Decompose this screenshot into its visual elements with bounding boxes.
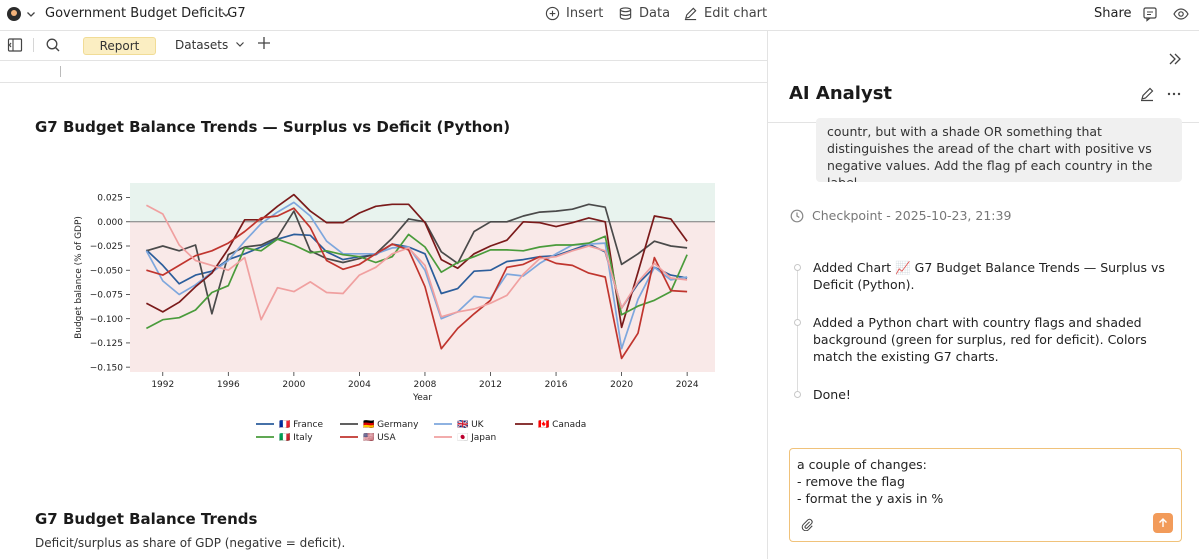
checkpoint-label: Checkpoint - 2025-10-23, 21:39 <box>812 208 1012 223</box>
y-tick-label: −0.050 <box>90 266 124 276</box>
data-button[interactable]: Data <box>618 6 670 21</box>
section2-subtitle: Deficit/surplus as share of GDP (negativ… <box>35 536 346 550</box>
event-python-chart: Added a Python chart with country flags … <box>813 315 1147 364</box>
legend-label[interactable]: 🇯🇵 Japan <box>457 432 496 443</box>
insert-label: Insert <box>566 6 604 21</box>
panel-title: AI Analyst <box>789 83 893 104</box>
eye-icon[interactable] <box>1173 6 1189 22</box>
plus-icon <box>258 37 270 49</box>
chevron-down-icon[interactable] <box>26 9 36 22</box>
x-tick-label: 1992 <box>151 380 174 390</box>
legend-label[interactable]: 🇮🇹 Italy <box>279 432 313 443</box>
x-tick-label: 1996 <box>217 380 240 390</box>
toolbar-separator <box>33 38 34 52</box>
top-bar: Government Budget Deficit G7 Insert Data… <box>0 0 1199 29</box>
chat-input-box[interactable]: a couple of changes: - remove the flag -… <box>789 448 1182 542</box>
new-chat-pencil-icon[interactable] <box>1139 86 1155 102</box>
y-axis-label: Budget balance (% of GDP) <box>74 216 84 339</box>
x-axis-label: Year <box>412 393 432 403</box>
timeline-dot <box>794 391 801 398</box>
insert-button[interactable]: Insert <box>545 6 603 21</box>
y-tick-label: 0.000 <box>97 218 123 228</box>
legend-label[interactable]: 🇺🇸 USA <box>363 432 397 443</box>
y-tick-label: −0.125 <box>90 339 123 349</box>
search-icon[interactable] <box>45 37 61 53</box>
arrow-up-icon <box>1159 518 1167 527</box>
panel-divider <box>767 31 768 559</box>
top-divider <box>0 30 1199 31</box>
x-tick-label: 2024 <box>676 380 699 390</box>
collapse-panel-icon[interactable] <box>1166 51 1182 67</box>
series-line[interactable] <box>146 233 688 330</box>
timeline-dot <box>794 264 801 271</box>
sidebar-toggle-icon[interactable] <box>7 37 23 53</box>
tab-datasets[interactable]: Datasets <box>175 38 245 52</box>
send-button[interactable] <box>1153 513 1173 533</box>
comment-icon[interactable] <box>1142 6 1158 22</box>
series-line[interactable] <box>145 201 688 350</box>
legend-label[interactable]: 🇩🇪 Germany <box>363 419 419 430</box>
x-tick-label: 2000 <box>282 380 305 390</box>
document-title[interactable]: Government Budget Deficit G7 <box>45 6 246 21</box>
report-top-divider <box>0 82 768 83</box>
timeline-line <box>797 266 798 394</box>
plus-circle-icon <box>545 6 560 21</box>
surplus-area <box>130 183 715 222</box>
database-icon <box>619 7 632 20</box>
timeline-dot <box>794 319 801 326</box>
budget-balance-chart[interactable]: 0.025 0.000 −0.025 −0.050 −0.075 −0.100 −0.125… <box>60 175 720 450</box>
x-tick-label: 2004 <box>348 380 371 390</box>
tab-datasets-label: Datasets <box>175 38 229 52</box>
x-tick-label: 2008 <box>414 380 437 390</box>
legend-label[interactable]: 🇨🇦 Canada <box>538 419 586 430</box>
more-options-icon[interactable] <box>1166 86 1182 102</box>
pencil-icon <box>684 7 697 21</box>
y-tick-label: 0.025 <box>97 194 123 204</box>
app-logo-icon[interactable] <box>7 7 21 21</box>
checkpoint[interactable]: Checkpoint - 2025-10-23, 21:39 <box>790 208 1011 223</box>
paperclip-icon[interactable] <box>800 517 814 531</box>
edit-chart-button[interactable]: Edit chart <box>683 6 767 21</box>
event-done: Done! <box>813 387 851 402</box>
y-tick-label: −0.075 <box>90 291 123 301</box>
y-tick-label: −0.025 <box>90 242 123 252</box>
clock-icon <box>790 209 804 222</box>
text-cursor <box>60 66 61 77</box>
x-tick-label: 2016 <box>545 380 568 390</box>
event-added-chart: Added Chart 📈 G7 Budget Balance Trends —… <box>813 260 1165 292</box>
y-tick-label: −0.150 <box>90 363 124 373</box>
chat-input[interactable]: a couple of changes: - remove the flag -… <box>797 457 944 506</box>
datasets-chevron-down-icon <box>236 42 245 47</box>
share-button[interactable]: Share <box>1094 6 1132 21</box>
x-tick-label: 2020 <box>610 380 633 390</box>
series-line[interactable] <box>146 207 688 360</box>
legend-label[interactable]: 🇫🇷 France <box>279 419 323 430</box>
add-tab-button[interactable] <box>257 36 271 54</box>
series-line[interactable] <box>146 204 688 321</box>
series-line[interactable] <box>146 193 688 329</box>
user-message: countr, but with a shade OR something th… <box>816 118 1182 182</box>
section2-title: G7 Budget Balance Trends <box>35 510 258 528</box>
x-tick-label: 2012 <box>479 380 502 390</box>
data-label: Data <box>639 6 671 21</box>
edit-chart-label: Edit chart <box>704 6 768 21</box>
chart-section-title: G7 Budget Balance Trends — Surplus vs De… <box>35 118 511 136</box>
toolbar-divider <box>0 60 768 61</box>
tab-report[interactable]: Report <box>83 37 156 55</box>
legend-label[interactable]: 🇬🇧 UK <box>457 419 485 430</box>
title-chevron-down-icon[interactable] <box>221 9 231 22</box>
y-tick-label: −0.100 <box>90 315 124 325</box>
